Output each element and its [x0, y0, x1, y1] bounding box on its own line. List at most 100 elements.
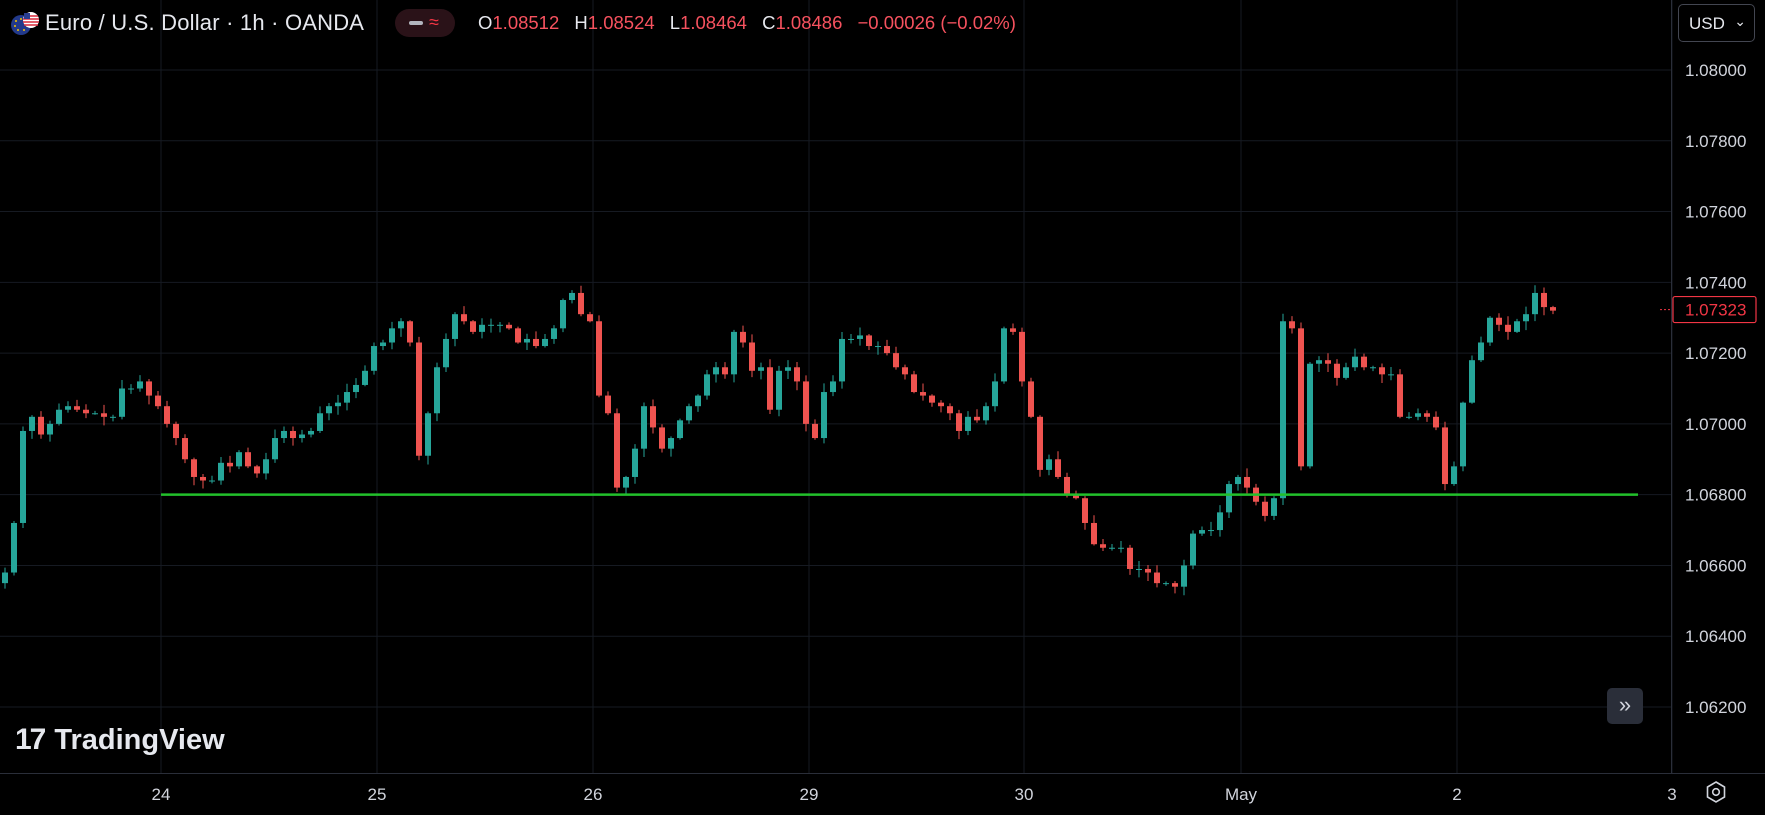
candle: [227, 455, 233, 473]
candle: [740, 325, 746, 348]
candle-body: [875, 346, 881, 348]
candle: [47, 420, 53, 442]
candle: [803, 375, 809, 432]
candle: [1037, 415, 1043, 477]
close-value: 1.08486: [775, 12, 843, 33]
candle-body: [272, 438, 278, 460]
candle-body: [137, 381, 143, 389]
candle-body: [1298, 328, 1304, 467]
candle: [1145, 564, 1151, 581]
candle-body: [1505, 324, 1511, 332]
candle-body: [65, 406, 71, 410]
x-tick-label: 24: [152, 785, 171, 804]
candle: [146, 379, 152, 405]
candle-body: [200, 476, 206, 481]
candle: [236, 450, 242, 470]
candle: [767, 359, 773, 415]
candle-body: [335, 402, 341, 407]
candle-body: [182, 438, 188, 460]
candle: [308, 427, 314, 438]
chevron-down-icon: ⌄: [1734, 13, 1746, 29]
candle: [659, 424, 665, 453]
candle: [1199, 526, 1205, 536]
candle-body: [560, 300, 566, 329]
candle-body: [938, 402, 944, 407]
candle: [893, 346, 899, 370]
candle: [623, 475, 629, 495]
time-axis[interactable]: 24 25 26 29 30 May 2 3: [152, 785, 1677, 804]
candle-body: [227, 462, 233, 467]
candle: [1550, 305, 1556, 315]
candle: [596, 315, 602, 398]
price-axis[interactable]: 1.06200 1.06400 1.06600 1.06800 1.07000 1.072…: [1685, 61, 1746, 717]
candle: [1181, 559, 1187, 596]
candle-body: [1226, 484, 1232, 513]
candle: [200, 474, 206, 489]
candle: [1487, 315, 1493, 346]
candle-body: [839, 338, 845, 382]
candle-body: [47, 423, 53, 435]
symbol-title[interactable]: Euro / U.S. Dollar · 1h · OANDA: [45, 10, 365, 35]
candle-body: [1199, 530, 1205, 534]
change-value: −0.00026 (−0.02%): [857, 12, 1016, 33]
candle: [992, 373, 998, 412]
candlestick-series: [2, 285, 1556, 596]
tradingview-logo-mark: 17: [15, 723, 46, 756]
candle: [362, 365, 368, 387]
candle-body: [416, 342, 422, 456]
candle-body: [218, 462, 224, 481]
tradingview-logo[interactable]: 17 TradingView: [15, 722, 225, 758]
candle: [1136, 561, 1142, 578]
candle: [686, 403, 692, 424]
candle: [1496, 313, 1502, 332]
chevron-right-double-icon: »: [1618, 692, 1632, 717]
candle-body: [38, 416, 44, 435]
candle-body: [587, 314, 593, 322]
candle: [929, 394, 935, 407]
candle: [1298, 322, 1304, 471]
candle-body: [254, 466, 260, 474]
last-price-label: 1.07323: [1660, 295, 1757, 324]
scroll-to-realtime-button[interactable]: »: [1607, 688, 1643, 724]
candle-body: [398, 321, 404, 329]
candle-body: [1406, 416, 1412, 418]
candle-body: [1028, 381, 1034, 417]
x-tick-label: 29: [800, 785, 819, 804]
candle: [650, 399, 656, 434]
currency-label: USD: [1689, 14, 1725, 33]
candle-body: [479, 324, 485, 332]
candle: [398, 318, 404, 337]
candle-body: [1289, 321, 1295, 329]
indicator-toggle[interactable]: ≈: [395, 9, 455, 37]
candle: [65, 401, 71, 413]
candle-body: [281, 430, 287, 439]
candle: [1208, 521, 1214, 536]
candle-body: [1442, 427, 1448, 485]
candle: [281, 426, 287, 443]
candle-body: [488, 324, 494, 326]
candle: [614, 408, 620, 492]
candle: [1406, 412, 1412, 420]
candle: [1316, 356, 1322, 372]
candle-body: [263, 459, 269, 474]
currency-select[interactable]: USD ⌄: [1678, 4, 1755, 42]
candle: [245, 447, 251, 469]
candle-body: [497, 324, 503, 326]
candle-body: [605, 395, 611, 414]
candle: [695, 394, 701, 412]
candle-body: [1046, 459, 1052, 470]
candle: [20, 426, 26, 528]
settings-icon[interactable]: [1704, 780, 1728, 804]
y-tick-label: 1.07800: [1685, 132, 1746, 151]
candle: [218, 457, 224, 485]
candle: [299, 429, 305, 443]
candle-body: [92, 413, 98, 415]
candle: [173, 421, 179, 446]
candle-body: [56, 409, 62, 424]
candle: [263, 452, 269, 480]
candle: [1460, 401, 1466, 472]
candle-body: [911, 374, 917, 393]
candle-body: [2, 572, 8, 584]
candle-body: [209, 480, 215, 482]
